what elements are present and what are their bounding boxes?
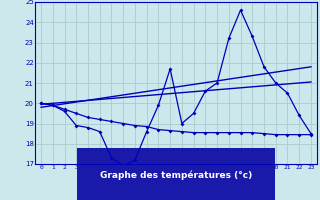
- X-axis label: Graphe des températures (°c): Graphe des températures (°c): [100, 170, 252, 180]
